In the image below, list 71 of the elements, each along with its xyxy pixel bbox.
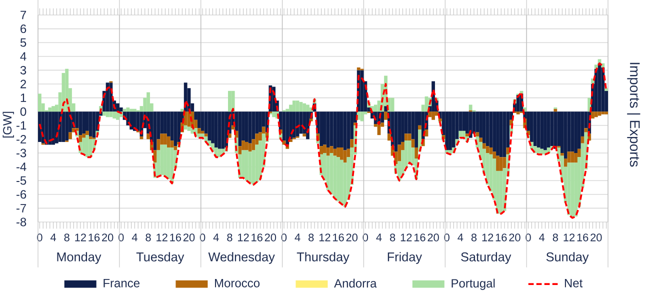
x-tick-label: 8 (146, 234, 151, 242)
y-tick-label: 0 (20, 107, 26, 116)
x-tick-label: 20 (590, 234, 602, 242)
x-tick-label: 12 (75, 234, 86, 242)
text: Monday (57, 252, 102, 264)
y-tick-label: 7 (20, 10, 26, 20)
y-tick-label: -5 (16, 176, 26, 185)
x-tick-label: 16 (577, 234, 588, 242)
x-tick-label: 8 (308, 234, 314, 242)
x-tick-label: 16 (170, 234, 182, 242)
x-tick-label: 8 (390, 234, 396, 242)
x-tick-label: 12 (564, 234, 575, 242)
x-tick-label: 12 (156, 234, 168, 242)
legend-label: Andorra (334, 278, 377, 288)
x-tick-label: 12 (238, 234, 249, 242)
x-tick-label: 16 (88, 234, 100, 242)
y-tick-label: 2 (20, 80, 26, 88)
y-tick-label: 3 (20, 66, 26, 74)
y-tick-label: 1 (20, 94, 26, 102)
x-tick-label: 20 (346, 234, 358, 242)
x-tick-label: 0 (444, 234, 450, 242)
text: Friday (388, 252, 422, 264)
legend-label: Morocco (215, 278, 260, 288)
x-tick-label: 4 (132, 234, 138, 242)
y-tick-label: -8 (16, 218, 26, 226)
y-tick-label: -6 (16, 190, 26, 199)
y-tick-label: -2 (16, 135, 26, 144)
x-tick-label: 20 (428, 234, 439, 242)
x-tick-label: 4 (50, 234, 56, 242)
text: Wednesday (208, 252, 275, 264)
legend-label: Net (564, 278, 583, 288)
x-tick-label: 4 (376, 234, 382, 242)
x-tick-label: 16 (414, 234, 426, 242)
x-tick-label: 16 (496, 234, 507, 242)
y-tick-label: -3 (16, 148, 26, 158)
x-tick-label: 12 (319, 234, 330, 242)
x-tick-label: 0 (118, 234, 124, 242)
x-tick-label: 8 (471, 234, 477, 242)
y-tick-label: -7 (16, 204, 26, 212)
x-tick-label: 16 (252, 234, 262, 242)
y-tick-label: 6 (20, 24, 26, 34)
x-tick-label: 4 (213, 234, 219, 242)
text: Sunday (546, 252, 589, 264)
legend-label: Portugal (452, 278, 495, 290)
x-tick-label: 12 (482, 234, 494, 242)
legend-label: France (104, 278, 140, 288)
x-tick-label: 12 (400, 234, 412, 242)
x-tick-label: 0 (37, 234, 42, 242)
text: Thursday (296, 252, 350, 264)
x-tick-label: 8 (227, 234, 232, 242)
x-tick-label: 4 (539, 234, 545, 242)
x-tick-label: 8 (64, 234, 70, 242)
x-tick-label: 20 (102, 234, 114, 242)
text: Tuesday (136, 252, 184, 264)
x-tick-label: 20 (183, 234, 195, 242)
x-tick-label: 8 (552, 234, 558, 242)
x-tick-label: 20 (509, 234, 520, 242)
y-axis-title: [GW] (2, 112, 14, 138)
x-tick-label: 4 (458, 234, 464, 242)
x-tick-label: 20 (264, 234, 276, 242)
y2-axis-title: Imports | Exports (627, 62, 640, 167)
x-tick-label: 0 (281, 234, 287, 242)
x-tick-label: 4 (294, 234, 300, 242)
y-tick-label: -1 (16, 121, 26, 130)
text: Saturday (461, 252, 512, 264)
y-tick-label: -4 (16, 162, 26, 171)
x-tick-label: 0 (200, 234, 206, 242)
x-tick-label: 0 (526, 234, 531, 242)
x-tick-label: 16 (333, 234, 344, 242)
y-tick-label: 5 (20, 38, 26, 47)
y-tick-label: 4 (20, 52, 26, 61)
